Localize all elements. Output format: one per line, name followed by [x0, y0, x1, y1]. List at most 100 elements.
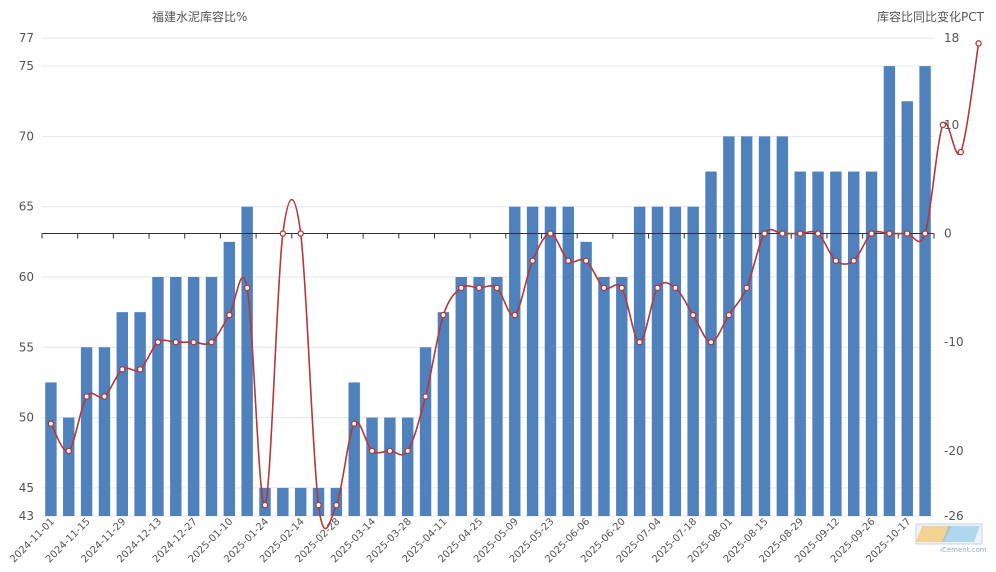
bar — [134, 312, 146, 516]
line-point — [529, 257, 536, 264]
line-point — [975, 40, 982, 47]
bar — [669, 206, 682, 517]
bar — [187, 277, 200, 516]
bar — [294, 487, 307, 516]
right-tick-label: 18 — [944, 31, 959, 45]
right-axis-title: 库容比同比变化PCT — [877, 10, 984, 24]
bar — [455, 277, 467, 516]
right-tick-label: 10 — [944, 118, 959, 132]
line-point — [101, 393, 108, 400]
bar — [544, 206, 557, 517]
bar — [152, 277, 164, 516]
line-point — [511, 311, 519, 319]
left-tick-label: 77 — [19, 31, 34, 45]
line-point — [83, 393, 90, 400]
bar-series — [45, 66, 931, 517]
bar — [919, 66, 931, 516]
bar — [170, 277, 182, 516]
x-axis-ticks: 2024-11-012024-11-152024-11-292024-12-13… — [8, 516, 913, 565]
line-point — [636, 338, 643, 346]
line-point — [761, 230, 768, 237]
right-tick-label: -20 — [944, 444, 964, 458]
bar — [848, 171, 860, 516]
bar — [98, 347, 111, 516]
line-point — [404, 447, 411, 455]
bar — [277, 487, 289, 516]
bar — [205, 277, 218, 516]
line-point — [743, 284, 750, 292]
left-tick-label: 70 — [19, 129, 34, 143]
line-point — [493, 284, 501, 292]
left-tick-label: 43 — [19, 509, 34, 523]
left-tick-label: 45 — [19, 481, 34, 495]
line-point — [832, 257, 840, 264]
line-point — [689, 311, 697, 319]
line-point — [243, 284, 251, 292]
right-tick-label: -10 — [944, 335, 964, 349]
bar — [562, 206, 574, 517]
bar — [116, 312, 128, 516]
line-point — [136, 366, 144, 373]
bar — [80, 347, 93, 516]
line-point — [368, 447, 376, 455]
bar — [758, 136, 771, 517]
line-point — [600, 284, 608, 292]
line-point — [957, 148, 965, 156]
bar — [63, 417, 75, 516]
line-point — [654, 284, 661, 292]
bar — [241, 206, 253, 517]
bar — [651, 206, 664, 517]
bar — [348, 382, 360, 516]
line-point — [814, 230, 822, 237]
line-point — [672, 284, 679, 292]
left-tick-label: 75 — [19, 59, 34, 73]
line-series — [50, 43, 980, 530]
bar — [580, 241, 592, 516]
left-axis-ticks: 43 45 50 55 60 65 70 75 77 — [19, 31, 34, 523]
line-point — [779, 230, 786, 237]
bar — [366, 417, 378, 516]
bar — [812, 171, 824, 516]
line-point — [65, 447, 73, 455]
line-point — [333, 501, 340, 509]
line-point — [725, 311, 733, 319]
line-point — [172, 338, 180, 346]
line-point — [119, 366, 126, 373]
bar — [491, 277, 503, 516]
bar — [633, 206, 646, 517]
bar — [437, 312, 450, 516]
line-point — [154, 338, 162, 346]
right-tick-label: 0 — [944, 227, 952, 241]
line-point — [868, 230, 875, 237]
line-point — [707, 338, 715, 346]
bar — [384, 417, 396, 516]
line-point — [547, 230, 554, 237]
watermark-logo — [915, 523, 983, 545]
line-point — [261, 501, 269, 509]
right-axis-ticks: -26 -20 -10 0 10 18 — [944, 31, 964, 523]
line-point — [440, 311, 447, 319]
bar — [830, 171, 842, 516]
bar — [687, 206, 699, 517]
bar — [865, 171, 878, 516]
bar — [509, 206, 521, 517]
line-point — [350, 420, 358, 427]
left-tick-label: 50 — [19, 411, 34, 425]
left-axis-title: 福建水泥库容比% — [152, 10, 248, 24]
line-point — [226, 311, 233, 319]
left-tick-label: 55 — [19, 340, 34, 354]
line-point — [47, 420, 55, 427]
line-point — [315, 501, 322, 509]
bar — [794, 171, 806, 516]
bar — [473, 277, 485, 516]
bar — [598, 277, 610, 516]
line-point — [939, 121, 947, 129]
line-point — [279, 230, 287, 237]
bar — [402, 417, 414, 516]
line-point — [386, 447, 394, 455]
line-point — [565, 257, 572, 264]
line-point — [208, 338, 215, 346]
line-point — [457, 284, 465, 292]
line-point — [618, 284, 626, 292]
